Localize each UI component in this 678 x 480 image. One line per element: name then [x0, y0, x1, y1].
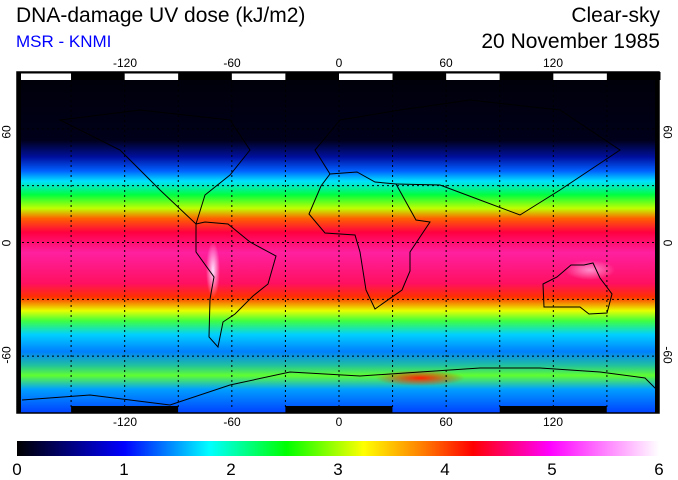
lon-label-bottom: 60 — [439, 415, 453, 429]
lon-label-bottom: 0 — [335, 415, 343, 429]
source-label: MSR - KNMI — [16, 32, 112, 51]
lat-label-left: -60 — [0, 346, 14, 364]
europe-asia-coast — [314, 99, 621, 216]
frame-segment — [285, 406, 393, 413]
frame-segment — [339, 72, 393, 80]
date-label: 20 November 1985 — [481, 30, 660, 53]
lon-label-bottom: 120 — [542, 415, 564, 429]
frame-segment — [606, 72, 661, 80]
africa-coast — [308, 171, 431, 310]
south-america-coast — [195, 221, 277, 349]
map-frame — [16, 71, 660, 414]
condition-label: Clear-sky — [571, 4, 660, 27]
lat-label-left: 0 — [0, 239, 14, 247]
frame-segment — [178, 72, 232, 80]
lon-label-top: 60 — [439, 56, 453, 70]
lon-label-top: -120 — [112, 56, 138, 70]
colorbar — [17, 441, 659, 456]
frame-segment — [71, 72, 125, 80]
antarctica-coast — [21, 367, 660, 406]
map-title: DNA-damage UV dose (kJ/m2) — [16, 4, 306, 27]
coastlines — [21, 99, 660, 406]
lon-label-top: 0 — [335, 56, 343, 70]
colorbar-tick-label: 1 — [119, 460, 129, 479]
lon-label-bottom: -60 — [223, 415, 241, 429]
frame-segment — [17, 72, 72, 80]
graticule — [17, 80, 659, 410]
frame-segment — [392, 72, 447, 80]
colorbar-tick-label: 4 — [440, 460, 450, 479]
frame-segment — [446, 72, 500, 80]
colorbar-tick-label: 0 — [12, 460, 22, 479]
frame-segment — [499, 406, 607, 413]
frame-segment — [655, 72, 659, 413]
colorbar-tick-label: 3 — [333, 460, 343, 479]
frame-segment — [17, 72, 21, 413]
lon-label-top: 120 — [542, 56, 564, 70]
lon-label-top: -60 — [223, 56, 241, 70]
colorbar-tick-label: 2 — [226, 460, 236, 479]
frame-segment — [124, 72, 179, 80]
frame-segment — [499, 72, 554, 80]
dose-maximum-andes — [206, 242, 220, 298]
lat-label-left: 60 — [0, 125, 14, 139]
colorbar-tick-label: 5 — [547, 460, 557, 479]
frame-segment — [71, 406, 179, 413]
frame-segment — [553, 72, 607, 80]
colorbar-tick-label: 6 — [654, 460, 664, 479]
lon-label-bottom: -120 — [112, 415, 138, 429]
frame-segment — [285, 72, 340, 80]
lat-label-right: 0 — [660, 239, 675, 247]
north-america-coast — [58, 109, 251, 225]
lat-label-right: 60 — [660, 125, 675, 139]
australia-coast — [542, 262, 613, 315]
frame-segment — [231, 72, 286, 80]
lat-label-right: -60 — [660, 346, 675, 364]
